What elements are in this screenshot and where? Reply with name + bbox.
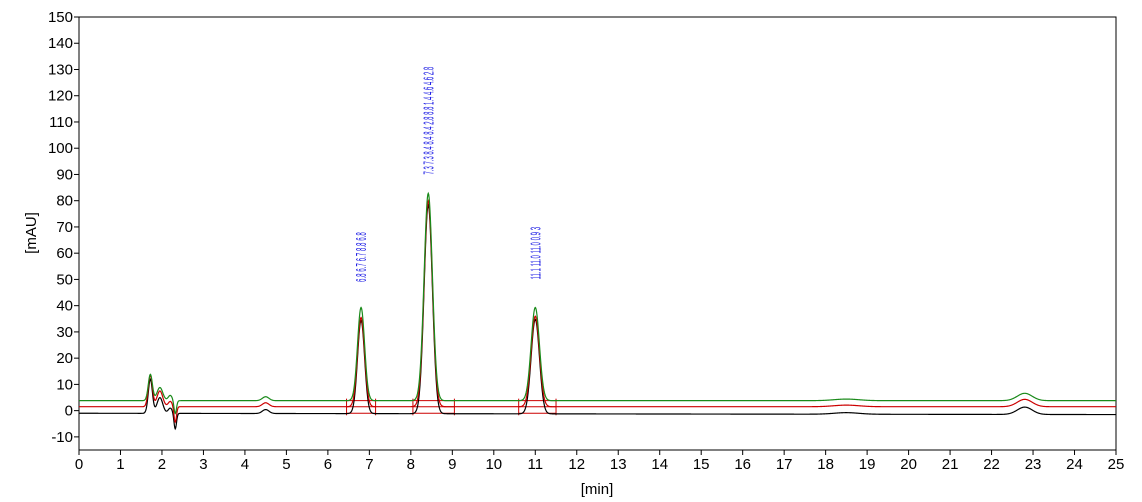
y-tick-label: 60 [56, 245, 73, 262]
plot-area-frame [78, 16, 1117, 451]
y-tick-label: 70 [56, 219, 73, 236]
y-tick-label: 50 [56, 271, 73, 288]
x-tick-label: 25 [1108, 456, 1125, 473]
peak-labels: 6.8 6.7 6.7 8.8 6.8 7.3 7.3 8.4 8.4 8.4 2… [353, 67, 544, 282]
x-tick-label: 2 [158, 456, 166, 473]
x-tick-label: 6 [324, 456, 332, 473]
x-tick-label: 4 [241, 456, 249, 473]
peak-label: 11.1 11.0 11.0 0.9 3 [527, 227, 544, 279]
trace-3 [79, 191, 1116, 415]
x-tick-label: 20 [900, 456, 917, 473]
y-tick-label: 30 [56, 324, 73, 341]
y-tick-label: 80 [56, 193, 73, 210]
y-tick-label: 120 [48, 88, 73, 105]
y-tick-label: 40 [56, 298, 73, 315]
x-tick-label: 16 [734, 456, 751, 473]
y-tick-label: -10 [51, 429, 73, 446]
peak-label: 7.3 7.3 8.4 8.4 8.4 2.8 8.8 1.4 4.6 4.6 … [420, 67, 437, 175]
y-tick-label: 90 [56, 166, 73, 183]
x-tick-label: 17 [776, 456, 793, 473]
x-tick-label: 3 [199, 456, 207, 473]
x-tick-label: 21 [942, 456, 959, 473]
trace-2 [79, 199, 1116, 424]
integration-baselines [346, 398, 557, 416]
x-tick-label: 19 [859, 456, 876, 473]
x-tick-label: 12 [568, 456, 585, 473]
x-tick-label: 5 [282, 456, 290, 473]
x-tick-label: 15 [693, 456, 710, 473]
x-tick-label: 14 [651, 456, 668, 473]
x-tick-label: 22 [983, 456, 1000, 473]
y-tick-label: 0 [65, 403, 73, 420]
y-tick-label: 130 [48, 61, 73, 78]
y-axis: -10 0 10 20 30 40 50 60 70 80 90 100 110 120 130 140 150 [48, 9, 79, 446]
x-tick-label: 0 [75, 456, 83, 473]
y-tick-label: 140 [48, 35, 73, 52]
y-tick-label: 100 [48, 140, 73, 157]
x-tick-label: 7 [365, 456, 373, 473]
peak-label: 6.8 6.7 6.7 8.8 6.8 [353, 232, 370, 282]
x-tick-label: 10 [485, 456, 502, 473]
x-tick-label: 24 [1066, 456, 1083, 473]
y-tick-label: 10 [56, 376, 73, 393]
x-tick-label: 8 [407, 456, 415, 473]
x-axis: 0 1 2 3 4 5 6 7 8 9 10 11 12 13 14 15 16 17 18 19 20 21 22 23 24… [75, 450, 1125, 473]
x-tick-label: 23 [1025, 456, 1042, 473]
chromatogram-traces [79, 191, 1116, 431]
x-tick-label: 13 [610, 456, 627, 473]
x-axis-title: [min] [581, 481, 614, 498]
x-tick-label: 11 [527, 456, 543, 473]
y-tick-label: 150 [48, 9, 73, 26]
x-tick-label: 1 [116, 456, 124, 473]
y-tick-label: 110 [49, 114, 73, 131]
x-tick-label: 18 [817, 456, 834, 473]
x-tick-label: 9 [448, 456, 456, 473]
y-tick-label: 20 [56, 350, 73, 367]
y-axis-title: [mAU] [23, 212, 40, 254]
trace-1 [79, 203, 1116, 431]
